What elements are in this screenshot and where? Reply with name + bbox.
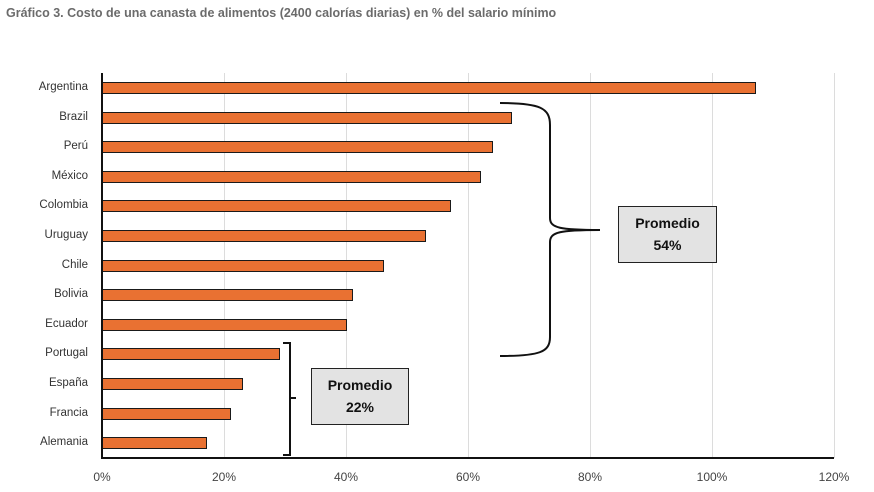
category-label: Brazil <box>59 110 88 123</box>
x-tick-label: 120% <box>818 470 850 484</box>
brace-latam <box>499 102 601 357</box>
x-tick-label: 100% <box>696 470 728 484</box>
bar-brazil <box>102 111 512 124</box>
bar-chile <box>102 259 384 272</box>
chart-title: Gráfico 3. Costo de una canasta de alime… <box>6 6 557 20</box>
category-label: Perú <box>63 140 88 153</box>
category-label: México <box>51 169 88 182</box>
bar-españa <box>102 378 244 390</box>
x-axis-line <box>101 457 834 459</box>
category-label: Ecuador <box>45 317 88 330</box>
bar-francia <box>102 407 232 420</box>
bar-perú <box>102 141 494 154</box>
x-tick-label: 40% <box>333 470 359 484</box>
x-tick-label: 80% <box>577 470 603 484</box>
bar-bolivia <box>102 289 354 302</box>
category-label: Uruguay <box>44 229 88 241</box>
average-label: Promedio <box>327 377 393 393</box>
bar-alemania <box>102 437 207 450</box>
x-tick-label: 20% <box>211 470 237 484</box>
average-value: 54% <box>653 237 682 253</box>
brace-europe <box>283 342 291 456</box>
category-label: Argentina <box>38 81 88 93</box>
category-label: Portugal <box>45 347 88 360</box>
average-box-europe: Promedio 22% <box>311 368 409 425</box>
gridline <box>468 73 469 458</box>
bar-méxico <box>102 170 482 183</box>
x-tick-label: 0% <box>93 470 111 484</box>
x-tick-label: 60% <box>455 470 481 484</box>
bar-uruguay <box>102 230 427 242</box>
category-label: Alemania <box>40 436 88 449</box>
category-label: Bolivia <box>54 288 88 301</box>
category-label: Francia <box>49 406 88 419</box>
category-label: España <box>48 377 88 389</box>
category-label: Colombia <box>39 199 88 212</box>
y-axis-line <box>101 73 103 459</box>
gridline <box>712 73 713 458</box>
gridline <box>834 73 835 458</box>
bar-ecuador <box>102 318 347 331</box>
average-box-latam: Promedio 54% <box>618 206 717 263</box>
bar-colombia <box>102 200 451 213</box>
category-label: Chile <box>61 258 88 271</box>
average-label: Promedio <box>635 215 700 231</box>
bar-portugal <box>102 348 280 361</box>
gridline <box>590 73 591 458</box>
average-value: 22% <box>345 399 375 415</box>
bar-argentina <box>102 82 756 94</box>
